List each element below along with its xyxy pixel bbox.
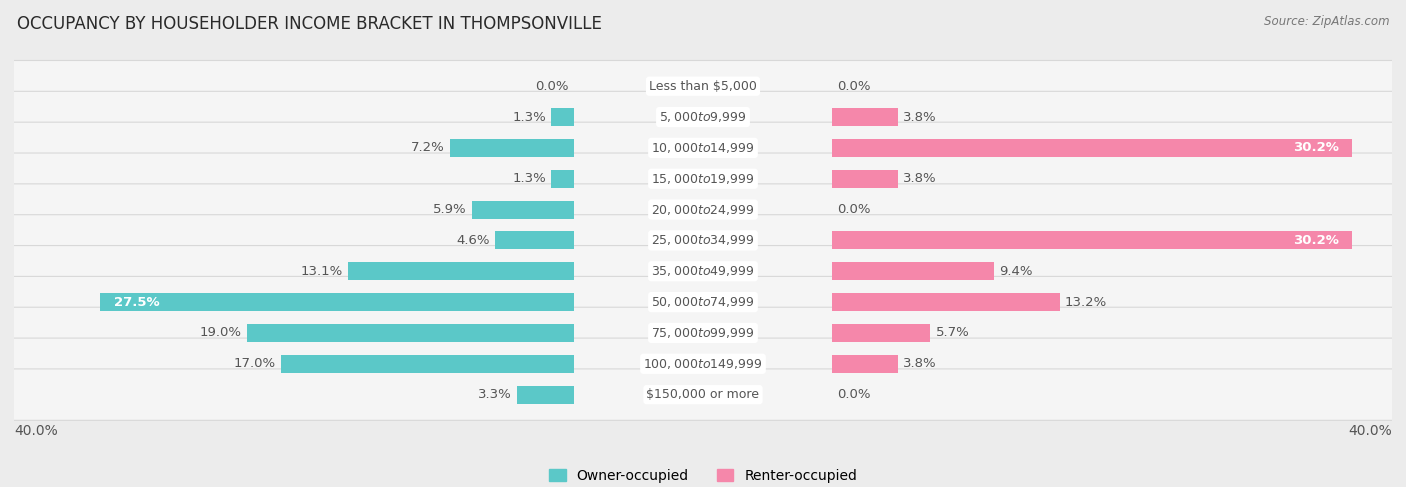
Bar (832, 170, 897, 187)
FancyBboxPatch shape (8, 338, 1398, 390)
Bar (832, 231, 1353, 249)
FancyBboxPatch shape (8, 369, 1398, 420)
Bar (450, 139, 574, 157)
FancyBboxPatch shape (8, 245, 1398, 297)
Bar (100, 293, 574, 311)
Text: 3.8%: 3.8% (903, 111, 936, 124)
Text: 5.9%: 5.9% (433, 203, 467, 216)
FancyBboxPatch shape (8, 153, 1398, 205)
Bar (495, 231, 574, 249)
Bar (472, 201, 574, 219)
Text: 27.5%: 27.5% (114, 296, 160, 309)
FancyBboxPatch shape (8, 307, 1398, 358)
Text: 0.0%: 0.0% (838, 388, 870, 401)
Text: 17.0%: 17.0% (233, 357, 276, 370)
Legend: Owner-occupied, Renter-occupied: Owner-occupied, Renter-occupied (543, 463, 863, 487)
Text: $25,000 to $34,999: $25,000 to $34,999 (651, 233, 755, 247)
Text: OCCUPANCY BY HOUSEHOLDER INCOME BRACKET IN THOMPSONVILLE: OCCUPANCY BY HOUSEHOLDER INCOME BRACKET … (17, 15, 602, 33)
Bar (246, 324, 574, 342)
Text: 3.8%: 3.8% (903, 172, 936, 185)
Bar (551, 108, 574, 126)
Text: 40.0%: 40.0% (14, 424, 58, 438)
Text: Source: ZipAtlas.com: Source: ZipAtlas.com (1264, 15, 1389, 28)
Bar (349, 262, 574, 280)
Text: 13.1%: 13.1% (301, 265, 343, 278)
FancyBboxPatch shape (8, 215, 1398, 266)
Text: $50,000 to $74,999: $50,000 to $74,999 (651, 295, 755, 309)
Text: 4.6%: 4.6% (456, 234, 489, 247)
FancyBboxPatch shape (8, 60, 1398, 112)
Text: $35,000 to $49,999: $35,000 to $49,999 (651, 264, 755, 278)
Text: 9.4%: 9.4% (1000, 265, 1033, 278)
Bar (832, 108, 897, 126)
Bar (832, 139, 1353, 157)
Text: 19.0%: 19.0% (200, 326, 242, 339)
Text: 5.7%: 5.7% (935, 326, 969, 339)
Bar (517, 386, 574, 404)
Text: $100,000 to $149,999: $100,000 to $149,999 (644, 357, 762, 371)
Text: $15,000 to $19,999: $15,000 to $19,999 (651, 172, 755, 186)
Text: Less than $5,000: Less than $5,000 (650, 80, 756, 93)
Text: 0.0%: 0.0% (838, 203, 870, 216)
Text: $150,000 or more: $150,000 or more (647, 388, 759, 401)
Text: 30.2%: 30.2% (1292, 234, 1339, 247)
Text: 3.3%: 3.3% (478, 388, 512, 401)
Bar (832, 293, 1060, 311)
Text: $5,000 to $9,999: $5,000 to $9,999 (659, 110, 747, 124)
Text: 0.0%: 0.0% (536, 80, 568, 93)
FancyBboxPatch shape (8, 277, 1398, 328)
Text: 40.0%: 40.0% (1348, 424, 1392, 438)
Text: 3.8%: 3.8% (903, 357, 936, 370)
Text: $10,000 to $14,999: $10,000 to $14,999 (651, 141, 755, 155)
Bar (281, 355, 574, 373)
Text: 1.3%: 1.3% (513, 172, 547, 185)
FancyBboxPatch shape (8, 122, 1398, 173)
Text: 13.2%: 13.2% (1064, 296, 1107, 309)
Text: 0.0%: 0.0% (838, 80, 870, 93)
Bar (832, 262, 994, 280)
Bar (551, 170, 574, 187)
Text: 1.3%: 1.3% (513, 111, 547, 124)
Text: 7.2%: 7.2% (411, 141, 444, 154)
Text: $20,000 to $24,999: $20,000 to $24,999 (651, 203, 755, 217)
Text: $75,000 to $99,999: $75,000 to $99,999 (651, 326, 755, 340)
FancyBboxPatch shape (8, 184, 1398, 235)
FancyBboxPatch shape (8, 92, 1398, 143)
Text: 30.2%: 30.2% (1292, 141, 1339, 154)
Bar (832, 324, 931, 342)
Bar (832, 355, 897, 373)
